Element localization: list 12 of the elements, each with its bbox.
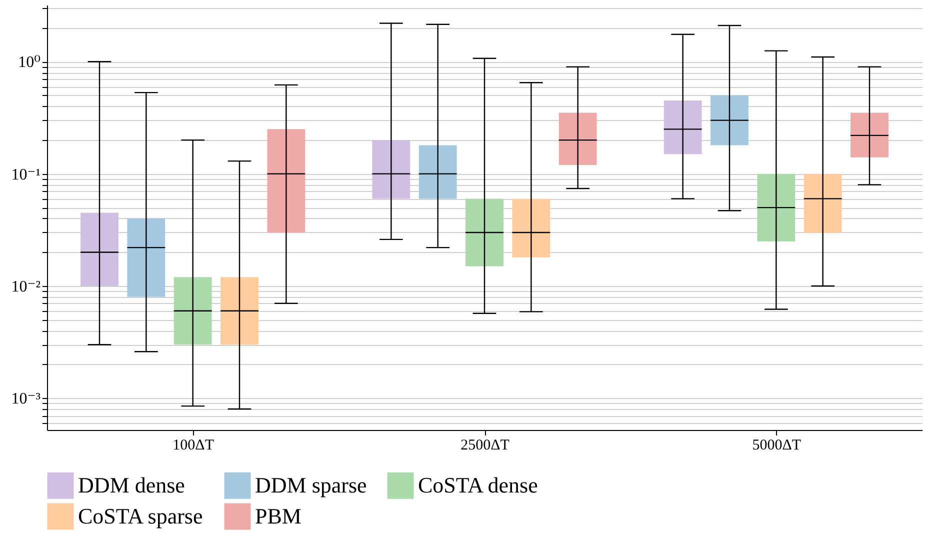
y-tick-label: 10⁻¹ bbox=[11, 166, 41, 184]
y-tick-label: 10⁰ bbox=[18, 54, 40, 72]
legend-label: DDM sparse bbox=[255, 472, 367, 498]
legend-label: PBM bbox=[255, 504, 302, 528]
legend-label: CoSTA dense bbox=[418, 472, 538, 498]
y-tick-label: 10⁻³ bbox=[11, 390, 41, 408]
y-tick-label: 10⁻² bbox=[11, 278, 41, 296]
x-tick-label: 100ΔT bbox=[172, 438, 214, 454]
x-tick-label: 5000ΔT bbox=[752, 438, 802, 454]
legend-label: CoSTA sparse bbox=[78, 504, 203, 528]
x-tick-label: 2500ΔT bbox=[460, 438, 510, 454]
legend-label: DDM dense bbox=[78, 472, 185, 498]
